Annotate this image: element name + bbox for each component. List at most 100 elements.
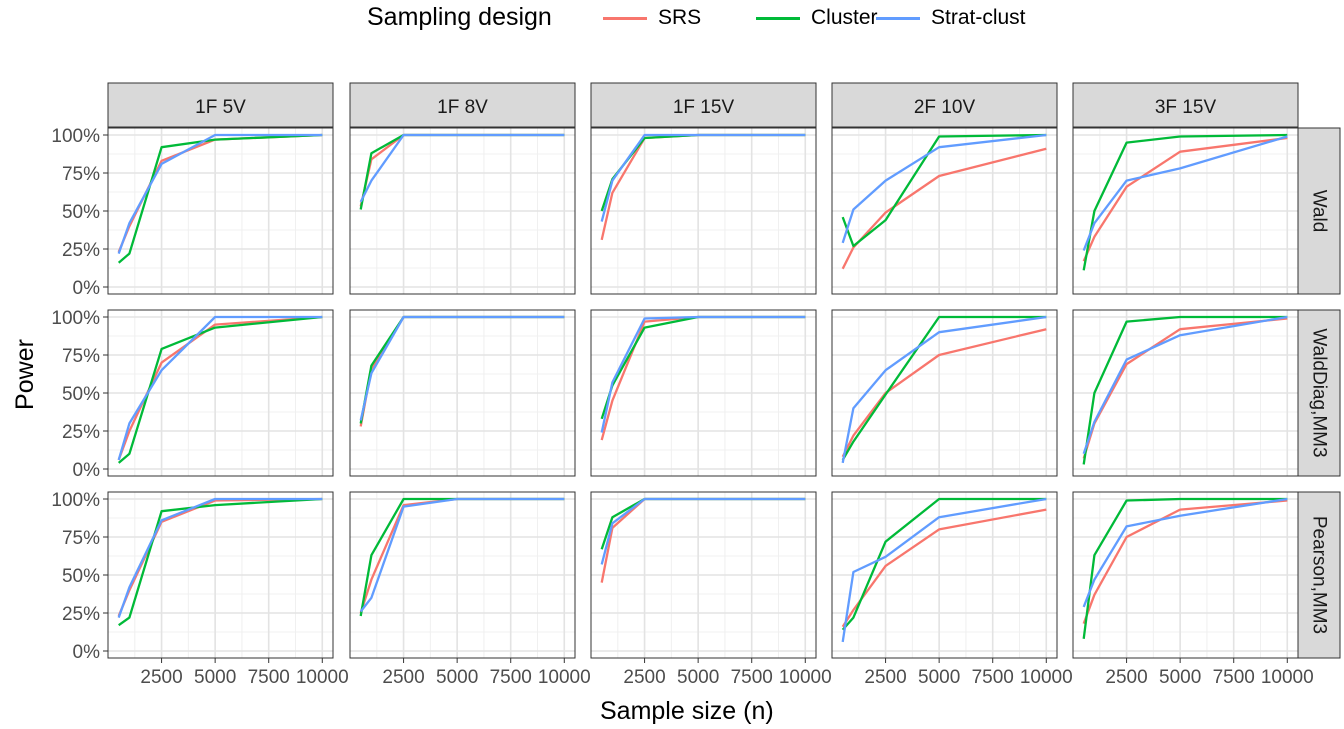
series-line-strat-clust (841, 497, 1047, 643)
y-tick-label: 0% (73, 278, 101, 299)
series-line-strat-clust (359, 315, 565, 421)
facet-strip-2 (349, 82, 576, 128)
y-tick-label: 0% (73, 642, 101, 663)
y-tick-label: 75% (62, 528, 100, 549)
facet-strip-label: 1F 8V (437, 97, 488, 118)
series-line-strat-clust (841, 315, 1047, 464)
panel-border (349, 491, 576, 659)
row-strip-1 (1297, 127, 1341, 295)
y-tick-label: 0% (73, 460, 101, 481)
y-tick-label: 50% (62, 384, 100, 405)
x-tick-label: 2500 (864, 667, 906, 688)
series-line-cluster (841, 497, 1047, 631)
series-line-strat-clust (117, 133, 323, 254)
x-tick-label: 5000 (918, 667, 960, 688)
legend-key-srs (603, 17, 647, 20)
y-tick-label: 75% (62, 164, 100, 185)
facet-strip-label: 2F 10V (914, 97, 976, 118)
legend-key-strat-clust (876, 17, 920, 20)
panel-border (831, 127, 1058, 295)
y-tick-label: 25% (62, 604, 100, 625)
series-line-strat-clust (841, 133, 1047, 244)
y-tick-label: 25% (62, 422, 100, 443)
series-line-srs (1082, 136, 1288, 262)
x-tick-label: 2500 (623, 667, 665, 688)
facet-strip-label: 1F 5V (195, 97, 246, 118)
x-tick-label: 5000 (677, 667, 719, 688)
series-line-cluster (1082, 497, 1288, 639)
y-tick-label: 100% (51, 308, 100, 329)
y-tick-label: 50% (62, 566, 100, 587)
series-line-srs (1082, 499, 1288, 625)
series-line-cluster (117, 133, 323, 264)
x-axis-title: Sample size (n) (600, 697, 774, 725)
series-line-strat-clust (600, 315, 806, 433)
y-axis-title-wrap: Power (0, 339, 39, 410)
x-tick-label: 10000 (1020, 667, 1073, 688)
series-line-cluster (841, 133, 1047, 248)
x-tick-label: 5000 (1159, 667, 1201, 688)
series-line-cluster (118, 497, 323, 627)
x-tick-label: 7500 (490, 667, 532, 688)
panel-border (590, 127, 817, 295)
row-strip-label: WaldDiag,MM3 (1309, 328, 1330, 457)
facet-strip-5 (1072, 82, 1299, 128)
series-line-strat-clust (1082, 135, 1288, 251)
panel-border (590, 491, 817, 659)
series-line-strat-clust (600, 497, 806, 565)
legend-key-cluster (756, 17, 800, 20)
legend-title: Sampling design (367, 3, 552, 31)
legend: Sampling design SRS Cluster Strat-clust (0, 0, 1344, 40)
series-line-strat-clust (117, 315, 323, 461)
series-line-strat-clust (600, 133, 806, 222)
facet-strip-4 (831, 82, 1058, 128)
series-line-cluster (117, 315, 323, 464)
x-tick-label: 10000 (1261, 667, 1314, 688)
panel-border (590, 309, 817, 477)
x-tick-label: 10000 (538, 667, 591, 688)
panel-border (831, 491, 1058, 659)
row-strip-3 (1297, 491, 1341, 659)
x-tick-label: 2500 (1105, 667, 1147, 688)
x-tick-label: 7500 (248, 667, 290, 688)
legend-label-srs: SRS (658, 6, 702, 29)
y-tick-label: 75% (62, 346, 100, 367)
y-axis-title: Power (10, 339, 39, 410)
series-line-strat-clust (359, 133, 565, 203)
x-tick-label: 2500 (140, 667, 182, 688)
facet-strip-1 (107, 82, 334, 128)
y-tick-label: 100% (51, 126, 100, 147)
y-tick-label: 100% (51, 490, 100, 511)
panel-border (349, 309, 576, 477)
facet-strip-label: 1F 15V (673, 97, 735, 118)
series-line-strat-clust (117, 497, 323, 618)
series-line-srs (841, 508, 1047, 628)
series-line-strat-clust (359, 497, 565, 613)
panel-border (831, 309, 1058, 477)
x-tick-label: 7500 (1213, 667, 1255, 688)
x-tick-label: 7500 (731, 667, 773, 688)
facet-strip-3 (590, 82, 817, 128)
row-strip-label: Wald (1309, 190, 1330, 233)
legend-label-cluster: Cluster (811, 6, 878, 29)
series-line-srs (841, 147, 1047, 270)
facet-strip-label: 3F 15V (1155, 97, 1217, 118)
y-tick-label: 25% (62, 240, 100, 261)
x-tick-label: 10000 (296, 667, 349, 688)
panel-border (1072, 309, 1299, 477)
series-line-strat-clust (1082, 497, 1288, 608)
legend-label-strat-clust: Strat-clust (931, 6, 1026, 29)
series-line-srs (117, 315, 323, 461)
x-tick-label: 7500 (972, 667, 1014, 688)
panel-border (349, 127, 576, 295)
series-line-cluster (1082, 315, 1288, 465)
panel-border (1072, 491, 1299, 659)
row-strip-label: Pearson,MM3 (1309, 516, 1330, 634)
panel-border (1072, 127, 1299, 295)
y-tick-label: 50% (62, 202, 100, 223)
x-tick-label: 2500 (382, 667, 424, 688)
x-tick-label: 5000 (436, 667, 478, 688)
x-tick-label: 5000 (194, 667, 236, 688)
